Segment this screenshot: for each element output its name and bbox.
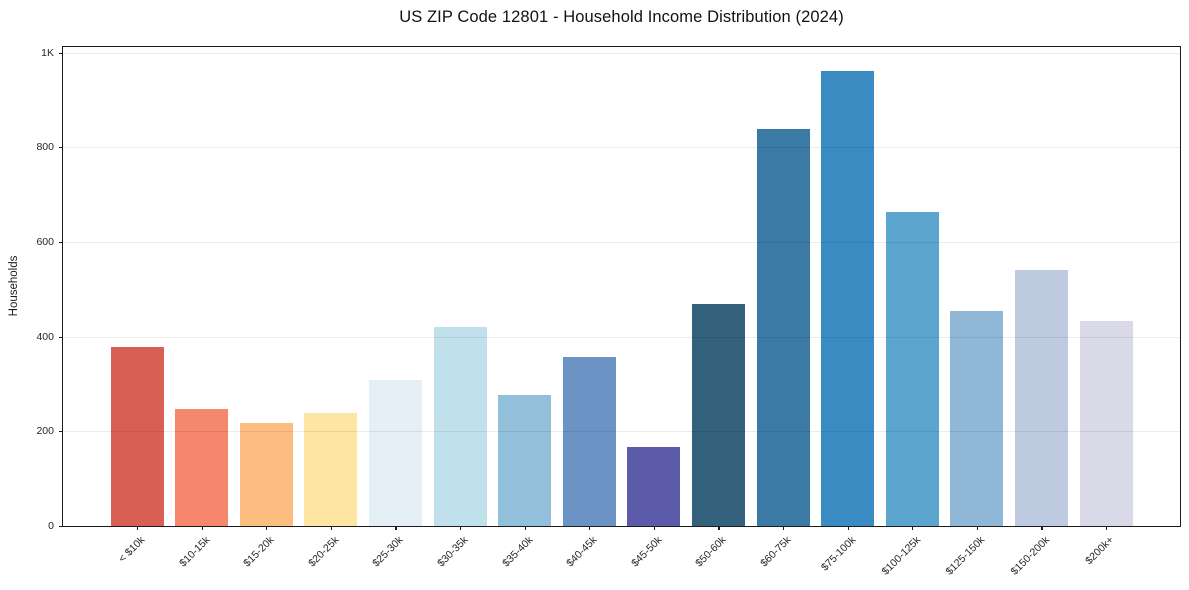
y-tick-label: 600 [36, 235, 54, 248]
bar [175, 408, 229, 526]
x-tick-mark [330, 526, 332, 530]
x-tick-label-text: $25-30k [370, 534, 406, 570]
x-tick-mark [266, 526, 268, 530]
x-tick-label-text: $100-125k [879, 534, 923, 578]
bar [239, 422, 293, 526]
x-tick-mark [912, 526, 914, 530]
y-axis-label: Households [8, 255, 20, 317]
x-tick-label-text: $15-20k [241, 534, 277, 570]
y-tick-mark [59, 431, 63, 433]
y-tick-mark [59, 336, 63, 338]
bar [691, 303, 745, 526]
x-tick-mark [137, 526, 139, 530]
x-tick-label-text: < $10k [116, 534, 148, 565]
bar [885, 212, 939, 526]
x-tick-mark [524, 526, 526, 530]
bar [110, 347, 164, 526]
bar [950, 310, 1004, 526]
x-tick-mark [589, 526, 591, 530]
x-tick-mark [718, 526, 720, 530]
x-tick-mark [653, 526, 655, 530]
x-tick-mark [201, 526, 203, 530]
x-tick-label-text: $75-100k [818, 534, 859, 574]
x-tick-label-text: $150-200k [1008, 534, 1052, 578]
x-tick-label-text: $60-75k [758, 534, 794, 570]
bar [1014, 270, 1068, 526]
x-tick-mark [460, 526, 462, 530]
bar [756, 129, 810, 526]
bar [498, 394, 552, 526]
x-tick-mark [395, 526, 397, 530]
bar [304, 412, 358, 526]
x-tick-label-text: $10-15k [176, 534, 213, 570]
y-tick-label: 800 [36, 141, 54, 154]
y-tick-label: 0 [48, 519, 54, 532]
x-tick-label-text: $40-45k [564, 534, 600, 570]
bar [627, 446, 681, 526]
bar [368, 379, 422, 526]
x-tick-mark [1106, 526, 1108, 530]
x-tick-label-text: $35-40k [499, 534, 536, 570]
x-tick-mark [847, 526, 849, 530]
bars-layer [63, 47, 1180, 526]
x-tick-label-text: $20-25k [305, 534, 342, 570]
plot-area: 0 200 400 600 800 1K < $10k $10-15k $15-20k $20-2… [36, 46, 1181, 578]
x-tick-label-text: $125-150k [943, 534, 988, 578]
x-tick-label-text: $45-50k [628, 534, 665, 570]
x-tick-mark [976, 526, 978, 530]
y-tick-label: 1K [41, 46, 54, 59]
bar [433, 326, 487, 526]
bar [821, 71, 875, 526]
bar [562, 357, 616, 526]
x-tick-label-text: $50-60k [693, 534, 729, 570]
bar [1079, 320, 1133, 526]
y-tick-label: 200 [36, 425, 54, 438]
chart-title: US ZIP Code 12801 - Household Income Dis… [399, 8, 844, 26]
x-tick-label-text: $30-35k [435, 534, 471, 570]
y-tick-label: 400 [36, 330, 54, 343]
x-tick-mark [1041, 526, 1043, 530]
y-tick-mark [59, 526, 63, 528]
x-tick-mark [783, 526, 785, 530]
x-tick-label-text: $200k+ [1083, 534, 1117, 568]
y-tick-mark [59, 147, 63, 149]
y-tick-mark [59, 52, 63, 54]
y-tick-mark [59, 242, 63, 244]
